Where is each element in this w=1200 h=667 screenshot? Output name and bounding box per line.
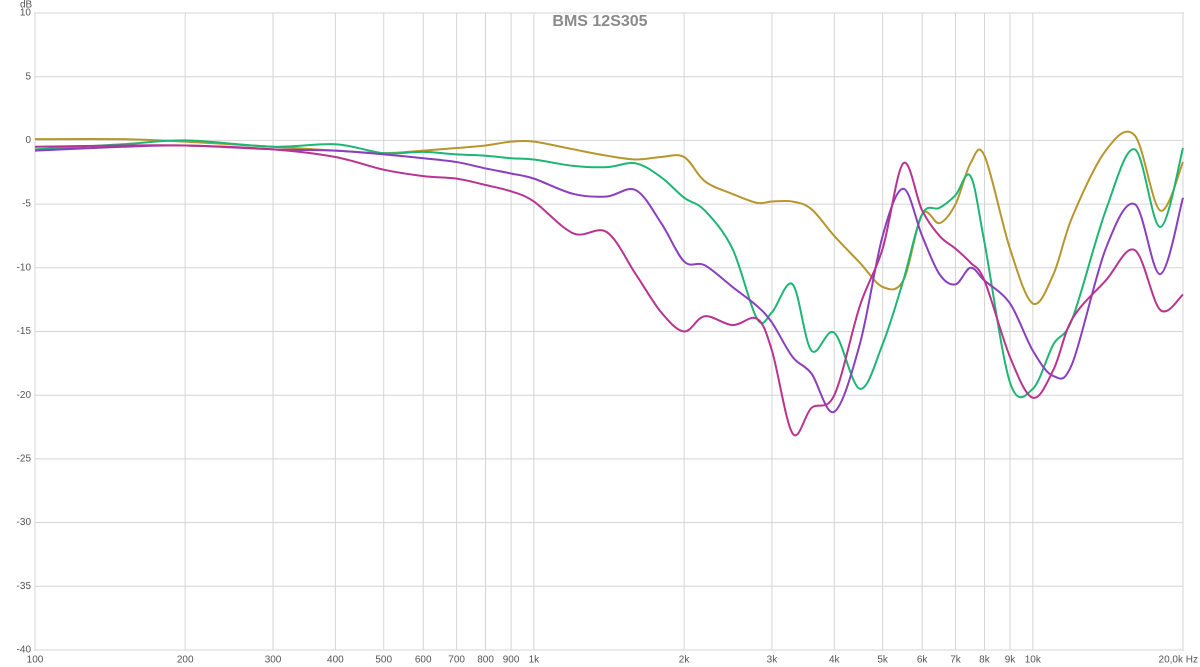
x-tick-label: 7k	[950, 655, 962, 666]
x-tick-label: 300	[265, 655, 282, 666]
y-tick-label: -20	[17, 390, 32, 401]
y-tick-label: -25	[17, 454, 32, 465]
y-tick-label: -40	[17, 645, 32, 656]
y-tick-label: -30	[17, 517, 32, 528]
x-tick-label: 20,0k Hz	[1159, 655, 1198, 666]
y-tick-label: -10	[17, 262, 32, 273]
y-tick-label: 0	[25, 135, 31, 146]
x-tick-label: 200	[177, 655, 194, 666]
x-tick-label: 400	[327, 655, 344, 666]
grid	[34, 12, 1184, 651]
x-tick-label: 5k	[877, 655, 889, 666]
x-tick-label: 700	[448, 655, 465, 666]
x-tick-label: 600	[415, 655, 432, 666]
y-tick-label: -15	[17, 326, 32, 337]
y-tick-label: -5	[22, 199, 31, 210]
series-line	[34, 144, 1184, 413]
x-tick-label: 900	[503, 655, 520, 666]
series-line	[34, 144, 1184, 437]
x-tick-label: 9k	[1005, 655, 1017, 666]
series-line	[34, 139, 1184, 399]
x-tick-label: 800	[477, 655, 494, 666]
x-tick-label: 4k	[829, 655, 841, 666]
x-tick-label: 3k	[767, 655, 779, 666]
x-tick-label: 10k	[1025, 655, 1042, 666]
chart-title: BMS 12S305	[552, 13, 647, 30]
y-tick-label: -35	[17, 581, 32, 592]
x-tick-label: 1k	[529, 655, 541, 666]
x-tick-label: 100	[27, 655, 44, 666]
series-line	[34, 130, 1184, 306]
x-tick-label: 500	[375, 655, 392, 666]
x-tick-label: 8k	[979, 655, 991, 666]
y-tick-label: 5	[25, 71, 31, 82]
y-tick-label: 10	[20, 8, 32, 19]
x-tick-label: 2k	[679, 655, 691, 666]
x-tick-label: 6k	[917, 655, 929, 666]
y-unit: dB	[20, 0, 33, 11]
